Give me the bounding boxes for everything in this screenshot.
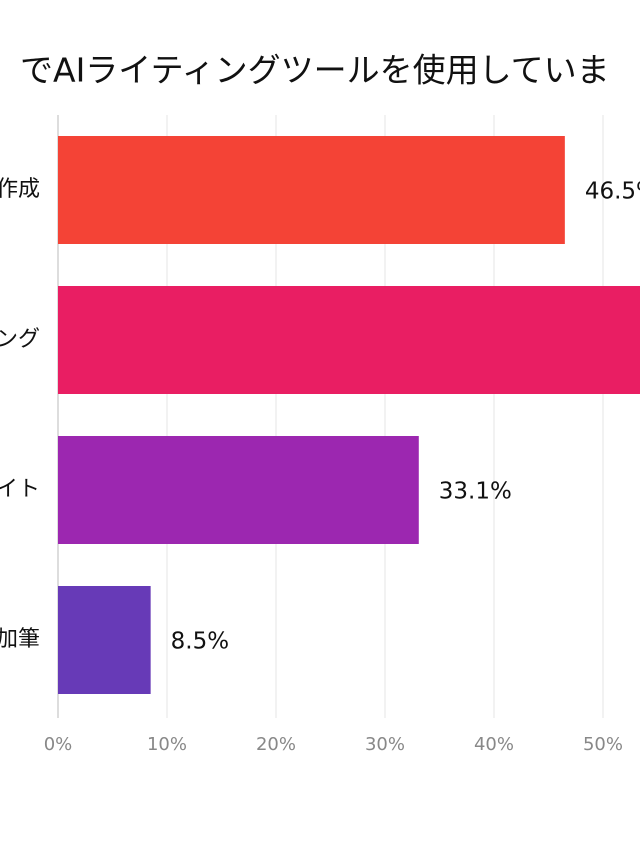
bar [58, 586, 151, 694]
value-label: 8.5% [171, 629, 229, 655]
category-label: イト [0, 477, 40, 502]
bar [58, 286, 640, 394]
x-tick-label: 20% [256, 734, 296, 755]
category-label: 作成 [0, 177, 40, 202]
x-tick-label: 0% [44, 734, 73, 755]
chart-title: でAIライティングツールを使用していま [20, 51, 610, 90]
x-tick-label: 30% [365, 734, 405, 755]
value-label: 46.5% [585, 179, 640, 205]
bar [58, 436, 419, 544]
value-label: 33.1% [439, 479, 512, 505]
x-tick-label: 10% [147, 734, 187, 755]
category-label: 加筆 [0, 627, 40, 652]
x-tick-label: 40% [474, 734, 514, 755]
bar [58, 136, 565, 244]
x-tick-label: 50% [583, 734, 623, 755]
category-label: ング [0, 327, 40, 352]
